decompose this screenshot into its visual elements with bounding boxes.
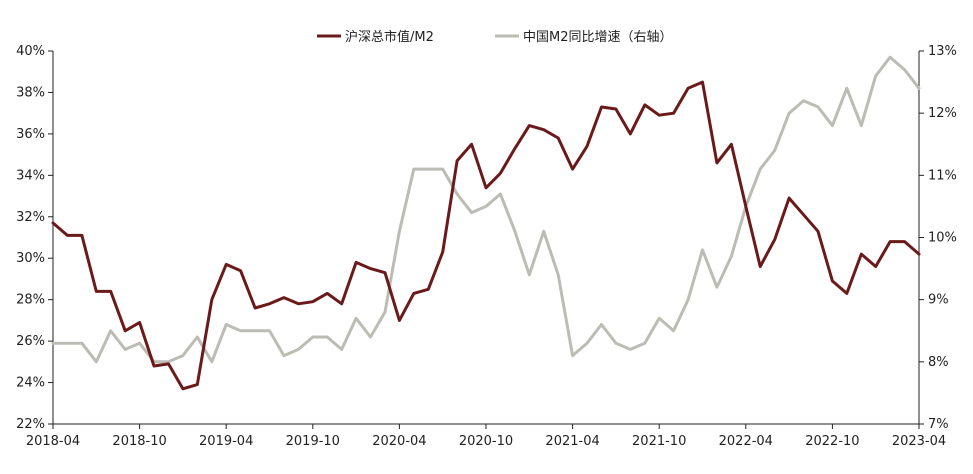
y-left-tick-label: 38%: [16, 85, 45, 100]
x-tick-label: 2018-04: [26, 434, 80, 449]
y-right-tick-label: 8%: [928, 355, 949, 370]
y-left-tick-label: 22%: [16, 417, 45, 432]
x-tick-label: 2019-10: [286, 434, 340, 449]
x-tick-label: 2023-04: [892, 434, 946, 449]
y-left-tick-label: 30%: [16, 251, 45, 266]
x-tick-label: 2022-10: [805, 434, 859, 449]
y-right-tick-label: 10%: [928, 231, 957, 246]
y-right-tick-label: 12%: [928, 106, 957, 121]
y-left-tick-label: 24%: [16, 376, 45, 391]
legend-label: 中国M2同比增速（右轴）: [523, 30, 673, 45]
y-left-tick-label: 36%: [16, 127, 45, 142]
y-right-tick-label: 9%: [928, 293, 949, 308]
y-left-tick-label: 34%: [16, 168, 45, 183]
series-line-m2-yoy: [51, 55, 921, 364]
y-right-tick-label: 13%: [928, 44, 957, 59]
x-tick-label: 2022-04: [719, 434, 773, 449]
series-line-market-cap-m2: [51, 80, 921, 391]
x-tick-label: 2018-10: [112, 434, 166, 449]
y-left-tick-label: 40%: [16, 44, 45, 59]
y-left-tick-label: 26%: [16, 334, 45, 349]
legend-label: 沪深总市值/M2: [345, 29, 434, 45]
y-left-tick-label: 28%: [16, 293, 45, 308]
x-tick-label: 2020-04: [372, 434, 426, 449]
x-tick-label: 2021-10: [632, 434, 686, 449]
x-tick-label: 2019-04: [199, 434, 253, 449]
y-right-tick-label: 7%: [928, 417, 949, 432]
y-left-tick-label: 32%: [16, 210, 45, 225]
y-right-tick-label: 11%: [928, 168, 957, 183]
x-tick-label: 2020-10: [459, 434, 513, 449]
x-tick-label: 2021-04: [545, 434, 599, 449]
